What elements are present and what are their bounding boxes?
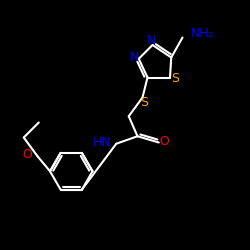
Text: HN: HN <box>92 136 111 149</box>
Text: S: S <box>172 72 179 85</box>
Text: O: O <box>159 135 169 148</box>
Text: O: O <box>22 148 32 162</box>
Text: N: N <box>146 34 156 47</box>
Text: S: S <box>140 96 148 108</box>
Text: N: N <box>130 51 139 64</box>
Text: NH₂: NH₂ <box>190 27 214 40</box>
